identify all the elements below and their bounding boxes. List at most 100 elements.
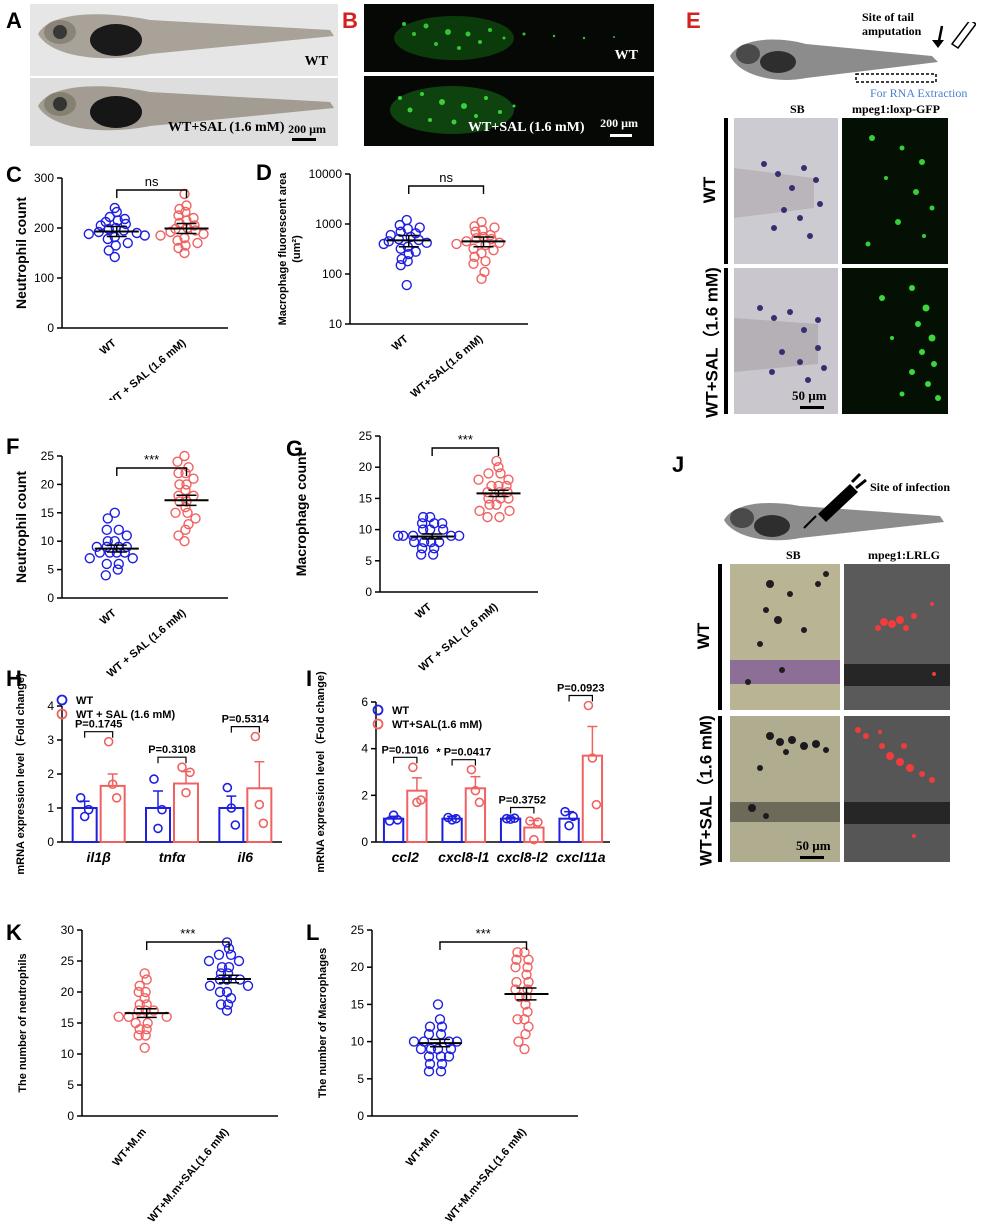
significance-bracket: [145, 941, 230, 950]
data-point: [180, 501, 191, 513]
data-point: [479, 266, 490, 278]
y-tick-label: 10: [61, 1047, 75, 1061]
data-point: [173, 242, 184, 254]
data-point: [494, 237, 505, 249]
data-point: [250, 731, 261, 742]
data-point: [408, 536, 420, 548]
bar: [406, 789, 428, 843]
x-category-label: WT: [98, 607, 119, 627]
significance-label: ***: [144, 452, 159, 467]
data-point: [511, 954, 522, 965]
data-point: [140, 1005, 151, 1016]
x-category-label: cxcl8-l1: [438, 849, 490, 865]
data-point: [216, 962, 228, 973]
data-point: [149, 774, 159, 784]
data-point: [101, 524, 112, 536]
y-axis-label: Macrophage count: [293, 451, 309, 576]
y-tick-label: 5: [67, 1078, 74, 1092]
panel-label-b: B: [342, 8, 358, 33]
significance-label: ***: [476, 926, 491, 941]
data-point: [173, 210, 184, 221]
data-point: [111, 793, 122, 803]
y-tick-label: 0: [361, 835, 368, 849]
significance-bracket: [431, 447, 500, 456]
data-point: [83, 804, 94, 815]
data-point: [503, 474, 514, 485]
pvalue-bracket: [157, 756, 187, 764]
data-point: [523, 954, 534, 965]
panel-e-scale-label: 50 µm: [792, 388, 827, 403]
y-tick-label: 0: [47, 835, 54, 849]
panel-j-sb-wt: [730, 564, 840, 710]
data-point: [397, 530, 409, 542]
data-point: [424, 1021, 436, 1032]
y-tick-label: 5: [365, 554, 372, 568]
x-category-label: il1β: [87, 849, 112, 865]
pvalue-label: P=0.3752: [499, 795, 546, 807]
data-point: [484, 499, 495, 510]
y-axis-label: mRNA expression level（Fold change): [14, 673, 27, 875]
panel-label-i: I: [306, 670, 312, 691]
data-point: [591, 799, 602, 810]
data-point: [521, 969, 532, 980]
data-point: [568, 811, 578, 822]
data-point: [103, 736, 114, 747]
panel-j-row-wt: WT: [694, 622, 713, 650]
x-category-label: cxcl8-l2: [497, 849, 549, 865]
data-point: [134, 1023, 145, 1035]
data-point: [83, 228, 94, 240]
data-point: [471, 232, 482, 244]
chart-h: H 0 1 2 3 4 mRNA expression level（Fold change)…: [6, 670, 282, 875]
data-point: [493, 462, 504, 473]
panel-e-sb-sal: 50 µm: [734, 268, 838, 414]
panel-label-a: A: [6, 8, 22, 33]
y-axis-label: The number of Macrophages: [317, 948, 329, 1098]
data-point: [215, 999, 227, 1010]
data-point: [254, 799, 265, 810]
legend-marker: [372, 718, 384, 730]
data-point: [148, 1005, 159, 1016]
data-point: [258, 818, 269, 829]
data-point: [103, 223, 114, 235]
data-point: [173, 530, 184, 541]
data-point: [505, 814, 516, 824]
data-point: [139, 992, 150, 1004]
data-point: [395, 243, 406, 254]
panel-b-sal-label: WT+SAL (1.6 mM): [468, 120, 585, 135]
panel-a-image-bottom: WT+SAL (1.6 mM) 200 µm: [30, 78, 338, 146]
y-tick-label: 15: [61, 1016, 75, 1030]
data-point: [134, 980, 145, 992]
data-point: [392, 815, 403, 825]
data-point: [423, 1066, 435, 1077]
data-point: [443, 1051, 455, 1062]
x-category-label: WT+M.m: [111, 1126, 150, 1169]
data-point: [204, 980, 216, 992]
y-axis-unit: (um²): [291, 235, 303, 263]
data-point: [141, 974, 152, 985]
panel-label-l: L: [306, 920, 319, 945]
panel-label-f: F: [6, 434, 19, 459]
panel-e-row1-bar: [724, 118, 728, 264]
data-point: [432, 999, 444, 1010]
y-tick-label: 30: [61, 923, 75, 937]
data-point: [494, 511, 505, 523]
data-point: [473, 474, 484, 485]
legend-marker: [56, 694, 68, 706]
data-point: [155, 230, 166, 241]
significance-label: ns: [439, 170, 453, 185]
panel-j-scale-label: 50 µm: [796, 838, 831, 853]
data-point: [109, 251, 120, 263]
pvalue-label: * P=0.0417: [436, 747, 491, 759]
panel-j-larva-diagram: [724, 472, 944, 541]
x-category-label: WT: [390, 333, 411, 353]
data-point: [153, 823, 163, 834]
larva-brightfield-bottom: [38, 86, 334, 131]
data-point: [477, 225, 488, 236]
pvalue-bracket: [230, 726, 260, 733]
data-point: [222, 999, 234, 1010]
data-point: [122, 237, 133, 249]
y-tick-label: 6: [361, 695, 368, 709]
x-category-label: WT+SAL(1.6 mM): [409, 333, 486, 400]
bar: [581, 754, 604, 843]
